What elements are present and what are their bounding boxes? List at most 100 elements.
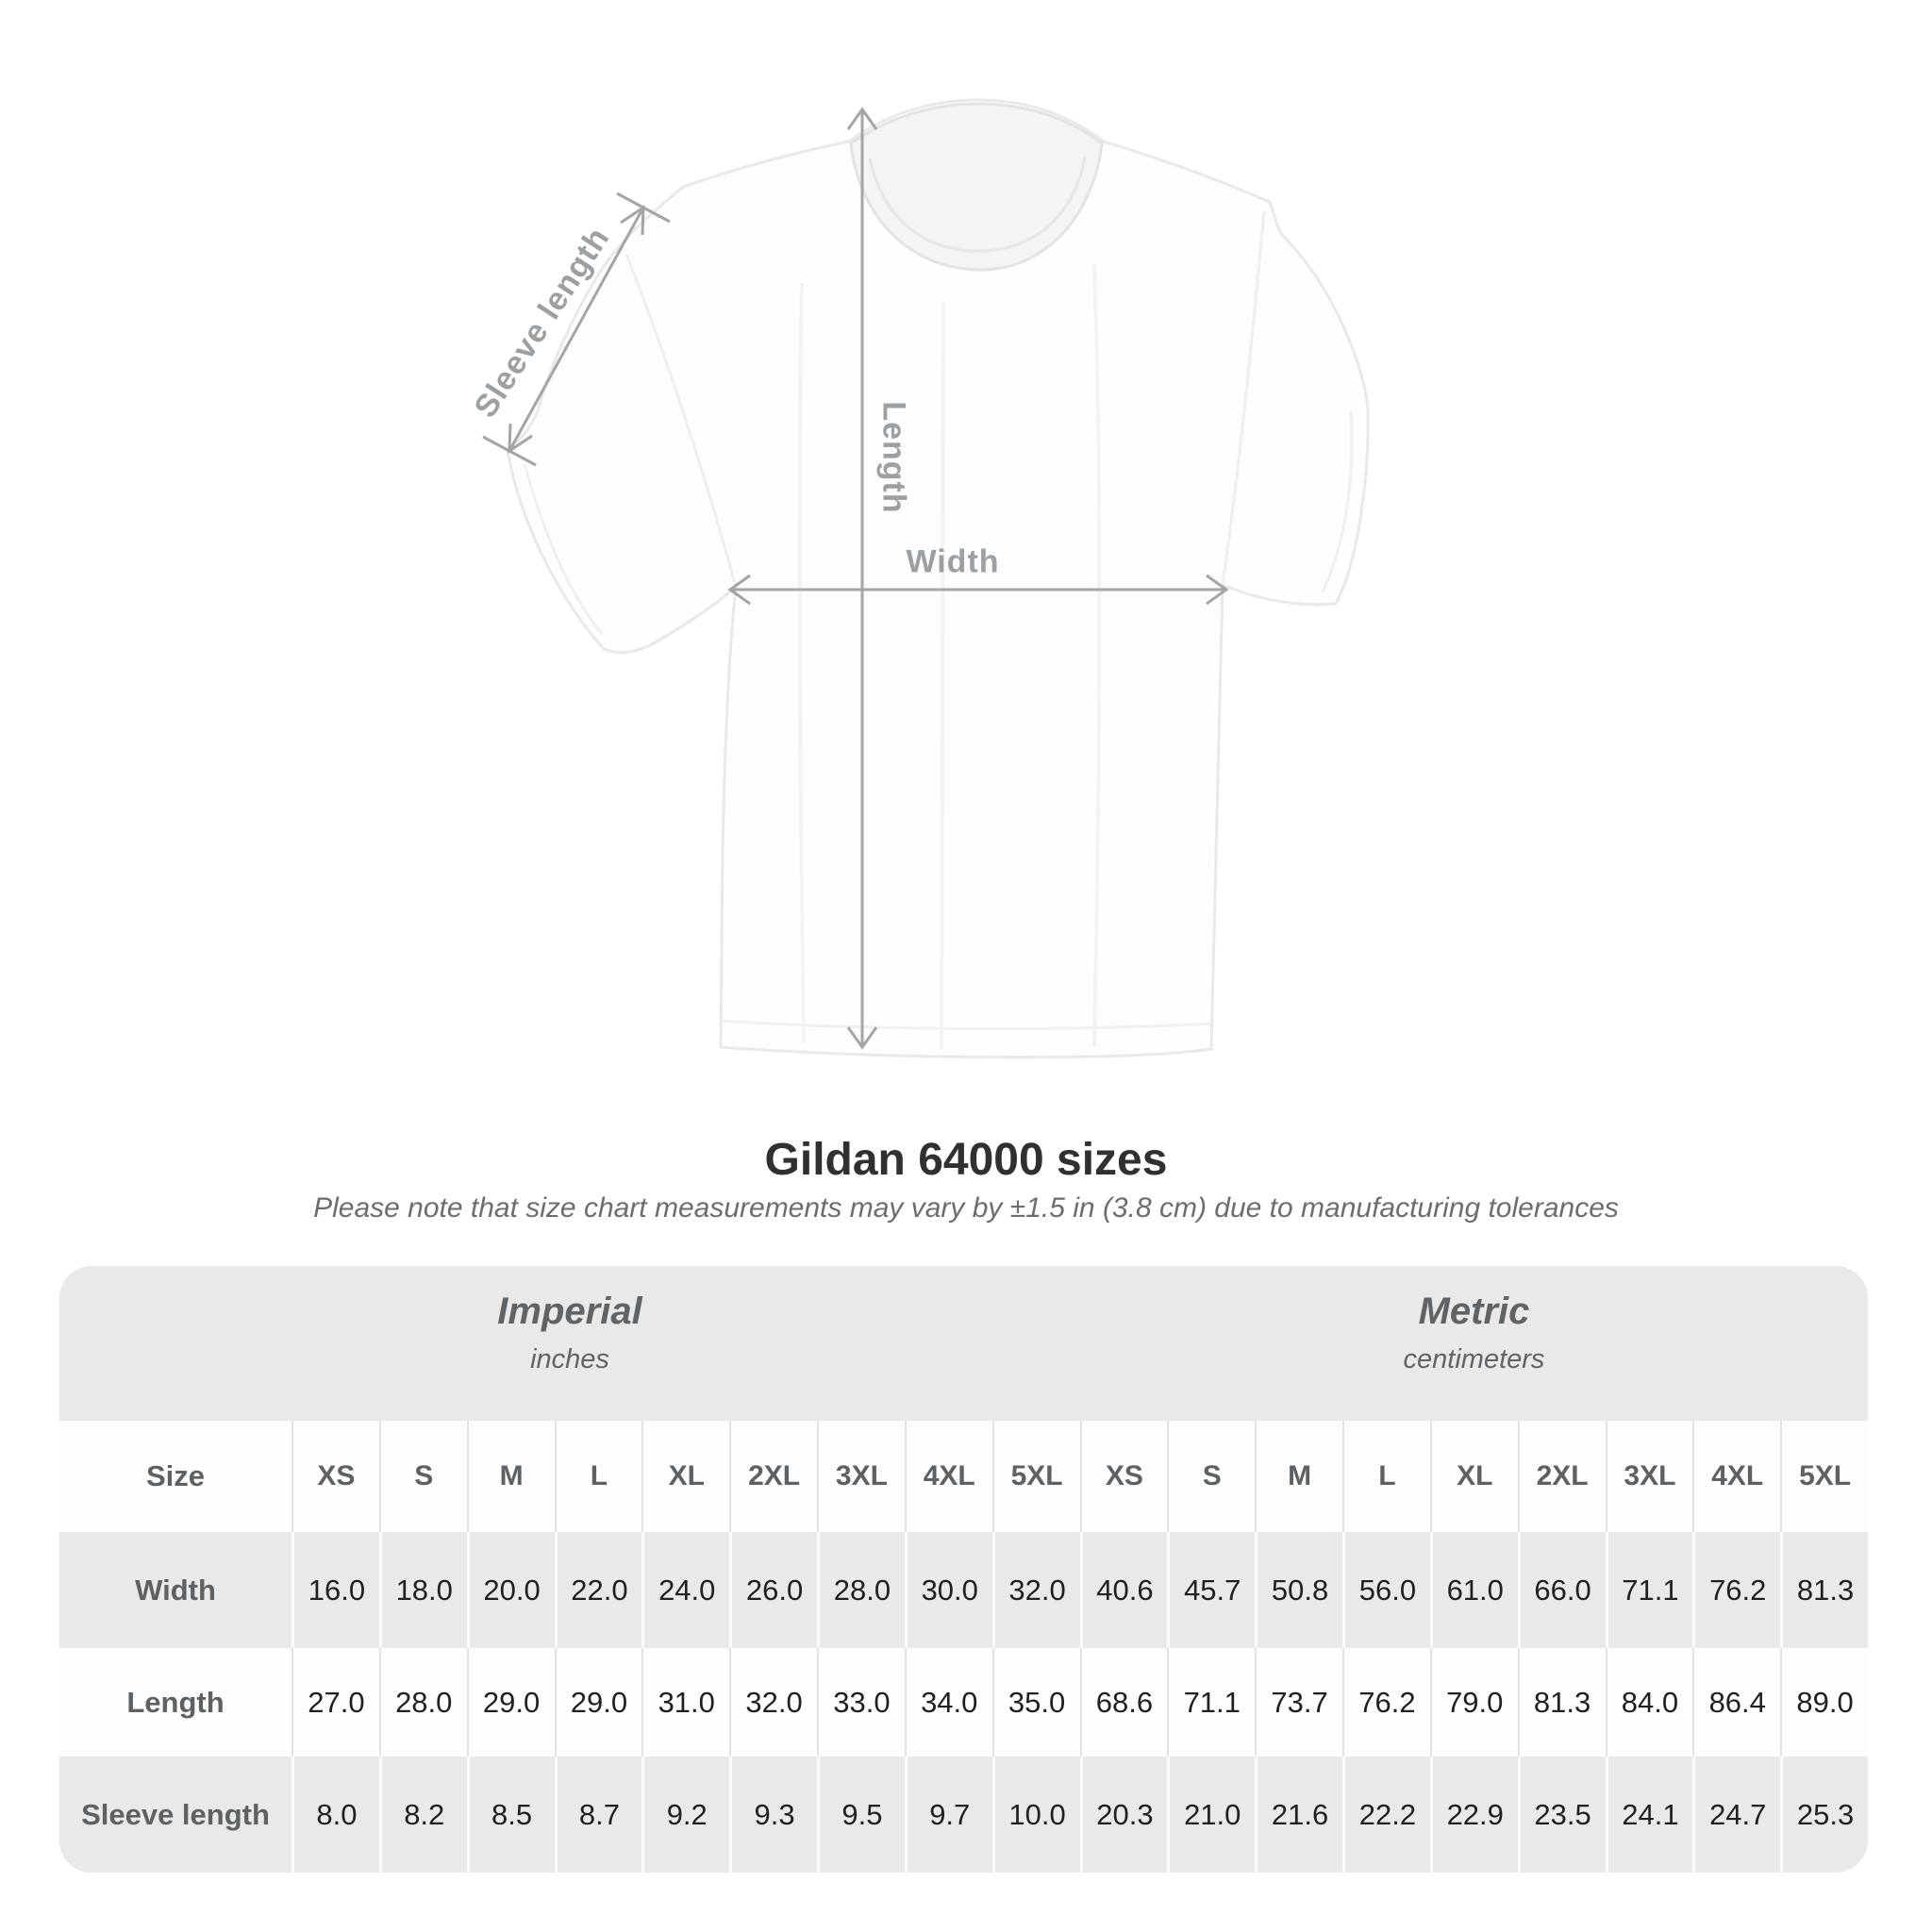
size-header-imperial: 4XL xyxy=(904,1421,992,1532)
size-header-imperial: S xyxy=(378,1421,467,1532)
tee-left-cuff-seam xyxy=(523,463,604,635)
value-cell-imperial: 35.0 xyxy=(991,1648,1080,1757)
value-cell-metric: 81.3 xyxy=(1517,1648,1606,1757)
value-cell-imperial: 26.0 xyxy=(729,1532,817,1648)
table-row: Length 27.0 28.0 29.0 29.0 31.0 32.0 33.0 34.0 35… xyxy=(59,1648,1868,1757)
value-cell-metric: 20.3 xyxy=(1079,1757,1168,1873)
value-cell-metric: 86.4 xyxy=(1692,1648,1780,1757)
size-table-panel: Imperial inches Metric centimeters Size X… xyxy=(59,1266,1868,1873)
value-cell-metric: 25.3 xyxy=(1780,1757,1868,1873)
value-cell-imperial: 34.0 xyxy=(904,1648,992,1757)
value-cell-imperial: 22.0 xyxy=(554,1532,642,1648)
value-cell-metric: 24.1 xyxy=(1605,1757,1693,1873)
value-cell-imperial: 20.0 xyxy=(466,1532,555,1648)
value-cell-metric: 71.1 xyxy=(1167,1648,1255,1757)
size-header-metric: XL xyxy=(1429,1421,1518,1532)
sleeve-length-arrow xyxy=(482,192,671,467)
value-cell-imperial: 8.7 xyxy=(554,1757,642,1873)
value-cell-imperial: 9.5 xyxy=(817,1757,905,1873)
value-cell-imperial: 10.0 xyxy=(991,1757,1080,1873)
value-cell-metric: 21.6 xyxy=(1255,1757,1342,1873)
value-cell-imperial: 9.2 xyxy=(641,1757,729,1873)
value-cell-imperial: 24.0 xyxy=(641,1532,729,1648)
value-cell-imperial: 28.0 xyxy=(378,1648,467,1757)
value-cell-imperial: 18.0 xyxy=(378,1532,467,1648)
value-cell-imperial: 32.0 xyxy=(729,1648,817,1757)
tee-measurement-diagram: Sleeve length Length Width xyxy=(467,98,1370,1059)
size-header-metric: 3XL xyxy=(1605,1421,1693,1532)
tee-right-sleeve-seam xyxy=(1221,210,1266,586)
tee-hem-seam xyxy=(720,1019,1212,1031)
value-cell-imperial: 28.0 xyxy=(817,1532,905,1648)
tee-crease-center xyxy=(940,301,945,1050)
value-cell-imperial: 9.3 xyxy=(729,1757,817,1873)
size-header-imperial: L xyxy=(554,1421,642,1532)
length-label: Length xyxy=(875,401,912,514)
value-cell-imperial: 31.0 xyxy=(641,1648,729,1757)
tee-outline xyxy=(506,98,1370,1059)
value-cell-imperial: 8.5 xyxy=(466,1757,555,1873)
group-imperial: Imperial inches xyxy=(59,1266,1080,1421)
value-cell-metric: 73.7 xyxy=(1255,1648,1342,1757)
metric-title: Metric xyxy=(1418,1291,1530,1332)
value-cell-metric: 68.6 xyxy=(1079,1648,1168,1757)
value-cell-metric: 66.0 xyxy=(1517,1532,1606,1648)
value-cell-imperial: 32.0 xyxy=(991,1532,1080,1648)
tee-illustration xyxy=(482,98,1370,1059)
value-cell-imperial: 8.0 xyxy=(291,1757,379,1873)
size-header-imperial: 2XL xyxy=(729,1421,817,1532)
group-metric: Metric centimeters xyxy=(1080,1266,1868,1421)
tee-crease-left xyxy=(797,282,806,1043)
tee-collar-band xyxy=(868,156,1087,253)
size-header-metric: 2XL xyxy=(1517,1421,1606,1532)
size-header-imperial: XS xyxy=(291,1421,379,1532)
table-row: Sleeve length 8.0 8.2 8.5 8.7 9.2 9.3 9.5 9.7 10.… xyxy=(59,1757,1868,1873)
size-header-metric: 5XL xyxy=(1780,1421,1868,1532)
value-cell-imperial: 29.0 xyxy=(466,1648,555,1757)
tee-crease-right xyxy=(1092,263,1102,1048)
size-header-imperial: 3XL xyxy=(817,1421,905,1532)
value-cell-metric: 21.0 xyxy=(1167,1757,1255,1873)
value-cell-metric: 22.2 xyxy=(1342,1757,1430,1873)
value-cell-metric: 79.0 xyxy=(1429,1648,1518,1757)
row-label: Width xyxy=(135,1573,216,1607)
imperial-title: Imperial xyxy=(497,1291,642,1332)
value-cell-metric: 81.3 xyxy=(1780,1532,1868,1648)
imperial-unit: inches xyxy=(530,1344,609,1374)
unit-group-header: Imperial inches Metric centimeters xyxy=(59,1266,1868,1421)
value-cell-imperial: 33.0 xyxy=(817,1648,905,1757)
metric-unit: centimeters xyxy=(1403,1344,1545,1374)
value-cell-metric: 76.2 xyxy=(1692,1532,1780,1648)
value-cell-metric: 45.7 xyxy=(1167,1532,1255,1648)
tee-left-sleeve-seam xyxy=(625,254,738,588)
value-cell-metric: 50.8 xyxy=(1255,1532,1342,1648)
page-title: Gildan 64000 sizes xyxy=(764,1135,1168,1185)
value-cell-metric: 23.5 xyxy=(1517,1757,1606,1873)
size-header-metric: M xyxy=(1255,1421,1342,1532)
value-cell-imperial: 29.0 xyxy=(554,1648,642,1757)
table-row: Width 16.0 18.0 20.0 22.0 24.0 26.0 28.0 30.0 32.… xyxy=(59,1532,1868,1648)
value-cell-imperial: 9.7 xyxy=(904,1757,992,1873)
value-cell-metric: 61.0 xyxy=(1429,1532,1518,1648)
size-header-metric: 4XL xyxy=(1692,1421,1780,1532)
width-label: Width xyxy=(906,543,1000,580)
value-cell-metric: 24.7 xyxy=(1692,1757,1780,1873)
size-header-metric: L xyxy=(1342,1421,1430,1532)
size-table: Size XS S M L XL 2XL 3XL 4XL 5XL XS S M L XL 2XL 3XL 4XL 5… xyxy=(59,1421,1868,1873)
size-header-imperial: XL xyxy=(641,1421,729,1532)
value-cell-metric: 71.1 xyxy=(1605,1532,1693,1648)
value-cell-metric: 84.0 xyxy=(1605,1648,1693,1757)
tee-right-cuff-seam xyxy=(1321,410,1354,593)
width-arrow xyxy=(727,574,1229,606)
size-header-metric: S xyxy=(1167,1421,1255,1532)
value-cell-imperial: 16.0 xyxy=(291,1532,379,1648)
size-header-imperial: 5XL xyxy=(991,1421,1080,1532)
value-cell-metric: 89.0 xyxy=(1780,1648,1868,1757)
value-cell-imperial: 27.0 xyxy=(291,1648,379,1757)
tolerance-note: Please note that size chart measurements… xyxy=(313,1192,1619,1224)
size-column-header: Size xyxy=(145,1459,206,1492)
size-header-row: Size XS S M L XL 2XL 3XL 4XL 5XL XS S M L XL 2XL 3XL 4XL 5… xyxy=(59,1421,1868,1532)
value-cell-metric: 56.0 xyxy=(1342,1532,1430,1648)
value-cell-imperial: 30.0 xyxy=(904,1532,992,1648)
